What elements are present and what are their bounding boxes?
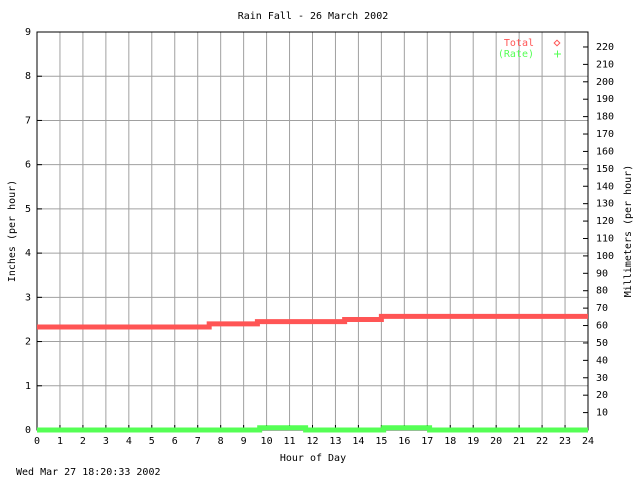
y-tick-label: 6 <box>25 160 31 171</box>
y2-tick-label: 100 <box>596 251 614 262</box>
y-tick-label: 9 <box>25 27 31 38</box>
y2-tick-label: 70 <box>596 303 608 314</box>
y2-tick-label: 140 <box>596 181 614 192</box>
y2-tick-label: 150 <box>596 164 614 175</box>
x-tick-label: 6 <box>172 436 178 447</box>
y2-tick-label: 130 <box>596 199 614 210</box>
x-tick-label: 12 <box>306 436 318 447</box>
x-tick-label: 2 <box>80 436 86 447</box>
x-tick-label: 19 <box>467 436 479 447</box>
x-tick-label: 11 <box>284 436 296 447</box>
y2-tick-label: 60 <box>596 321 608 332</box>
y2-tick-label: 160 <box>596 146 614 157</box>
x-tick-label: 22 <box>536 436 548 447</box>
x-tick-label: 18 <box>444 436 456 447</box>
x-tick-label: 7 <box>195 436 201 447</box>
x-axis-label: Hour of Day <box>280 453 346 464</box>
y-tick-label: 7 <box>25 115 31 126</box>
x-tick-label: 1 <box>57 436 63 447</box>
y-tick-label: 5 <box>25 204 31 215</box>
y-tick-label: 0 <box>25 425 31 436</box>
x-tick-label: 13 <box>329 436 341 447</box>
legend-label: Total <box>504 38 534 49</box>
y2-tick-label: 180 <box>596 112 614 123</box>
x-tick-label: 20 <box>490 436 502 447</box>
y2-tick-label: 110 <box>596 233 614 244</box>
y-tick-label: 4 <box>25 248 31 259</box>
legend-marker <box>554 50 561 58</box>
x-tick-label: 0 <box>34 436 40 447</box>
y2-tick-label: 10 <box>596 408 608 419</box>
y-tick-label: 8 <box>25 71 31 82</box>
series-line <box>37 313 588 330</box>
x-tick-label: 17 <box>421 436 433 447</box>
y2-tick-label: 50 <box>596 338 608 349</box>
x-tick-label: 5 <box>149 436 155 447</box>
y2-tick-label: 30 <box>596 373 608 384</box>
x-tick-label: 8 <box>218 436 224 447</box>
y-tick-label: 1 <box>25 381 31 392</box>
y2-tick-label: 210 <box>596 59 614 70</box>
y2-tick-label: 220 <box>596 42 614 53</box>
y2-tick-label: 200 <box>596 77 614 88</box>
y2-tick-label: 80 <box>596 286 608 297</box>
legend-label: (Rate) <box>498 49 534 60</box>
chart-title: Rain Fall - 26 March 2002 <box>238 11 389 22</box>
x-tick-label: 9 <box>241 436 247 447</box>
x-tick-label: 14 <box>352 436 364 447</box>
y2-tick-label: 20 <box>596 390 608 401</box>
x-tick-label: 16 <box>398 436 410 447</box>
x-tick-label: 10 <box>261 436 273 447</box>
x-tick-label: 15 <box>375 436 387 447</box>
series-line <box>37 425 588 433</box>
y2-tick-label: 120 <box>596 216 614 227</box>
y-tick-label: 2 <box>25 337 31 348</box>
y2-tick-label: 190 <box>596 94 614 105</box>
y2-axis-label: Millimeters (per hour) <box>623 165 634 297</box>
x-tick-label: 23 <box>559 436 571 447</box>
y-tick-label: 3 <box>25 292 31 303</box>
x-tick-label: 3 <box>103 436 109 447</box>
x-tick-label: 24 <box>582 436 594 447</box>
y2-tick-label: 170 <box>596 129 614 140</box>
y2-tick-label: 40 <box>596 355 608 366</box>
y2-tick-label: 90 <box>596 268 608 279</box>
x-tick-label: 4 <box>126 436 132 447</box>
legend-marker <box>553 39 561 47</box>
x-tick-label: 21 <box>513 436 525 447</box>
footer: Wed Mar 27 18:20:33 2002 <box>16 467 161 478</box>
y-axis-label: Inches (per hour) <box>7 180 18 282</box>
